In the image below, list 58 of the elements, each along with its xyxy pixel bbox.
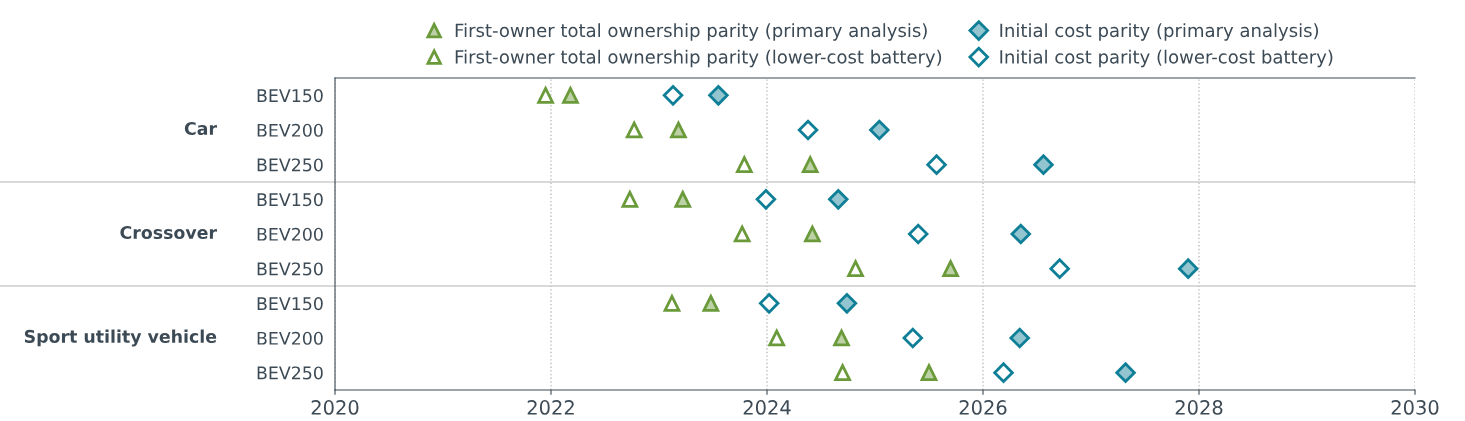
text: Crossover [120, 225, 217, 240]
point [797, 119, 819, 141]
y-tick-label: BEV150 [257, 89, 323, 103]
legend-label: First-owner total ownership parity (primary analysis) [455, 23, 927, 41]
point [920, 364, 938, 381]
point [902, 327, 924, 349]
point [768, 329, 786, 347]
point [1009, 327, 1030, 349]
point [993, 362, 1014, 383]
y-tick-label: BEV250 [257, 158, 323, 172]
x-tick-label: 2020 [311, 400, 359, 415]
y-tick-label: BEV150 [257, 297, 323, 311]
point [869, 119, 890, 141]
point [1177, 258, 1199, 279]
point [735, 156, 753, 173]
point [562, 87, 579, 104]
text: Sport utility vehicle [24, 329, 217, 347]
point [755, 189, 777, 210]
point [702, 295, 720, 312]
point [670, 121, 687, 139]
point [708, 85, 729, 106]
legend-label: First-owner total ownership parity (lower-cost battery) [455, 49, 942, 68]
y-tick-label: BEV250 [257, 366, 323, 380]
point [926, 154, 947, 175]
y-tick-label: BEV200 [257, 227, 323, 241]
x-tick-label: 2024 [743, 400, 791, 415]
point [1033, 154, 1054, 175]
point [674, 191, 692, 208]
y-tick-label: BEV250 [257, 262, 323, 276]
y-tick-label: BEV200 [257, 123, 323, 137]
point [621, 191, 639, 208]
point [1010, 223, 1032, 245]
point [625, 121, 643, 139]
x-tick-label: 2030 [1391, 400, 1439, 415]
x-tick-label: 2022 [527, 400, 574, 415]
point [733, 225, 751, 243]
point [836, 293, 858, 314]
x-tick-label: 2026 [959, 400, 1007, 415]
point [828, 189, 849, 210]
point [1049, 258, 1070, 279]
point [833, 329, 850, 347]
text: Car [184, 121, 217, 136]
point [663, 295, 681, 312]
point [907, 223, 929, 245]
legend-label: Initial cost parity (primary analysis) [1000, 23, 1319, 41]
point [847, 260, 864, 277]
x-tick-label: 2028 [1175, 400, 1223, 415]
point [804, 225, 821, 243]
point [537, 87, 554, 104]
point [758, 293, 780, 314]
legend-label: Initial cost parity (lower-cost battery) [1000, 49, 1333, 68]
point [662, 85, 684, 106]
y-tick-label: BEV200 [257, 331, 323, 345]
point [1115, 362, 1136, 383]
y-tick-label: BEV150 [257, 193, 323, 207]
point [801, 156, 819, 173]
point [942, 260, 959, 277]
point [834, 364, 851, 381]
